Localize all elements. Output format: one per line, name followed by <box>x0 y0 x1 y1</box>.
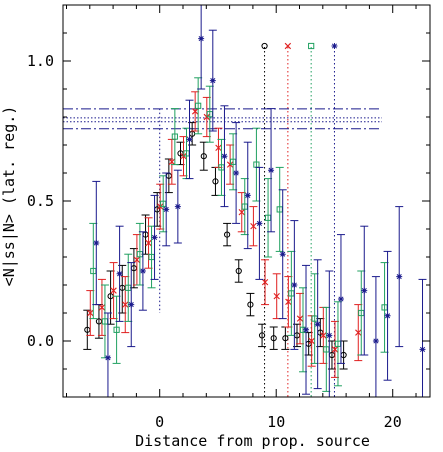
data-point-asterisk <box>361 287 368 294</box>
data-point-cross <box>191 108 199 115</box>
y-tick-label: 0.0 <box>27 332 54 350</box>
data-point-cross <box>238 209 245 216</box>
data-point-cross <box>122 301 129 308</box>
data-point-square <box>171 133 178 140</box>
y-axis-label: <N|ss|N> (lat. reg.) <box>0 106 18 287</box>
axis-ticks <box>63 4 430 398</box>
data-point-asterisk <box>198 35 205 42</box>
data-point-asterisk <box>326 332 333 339</box>
x-tick-label: 0 <box>155 413 164 431</box>
x-tick-label: 10 <box>267 413 285 431</box>
data-point-asterisk <box>256 220 263 227</box>
plot-area <box>63 5 427 397</box>
data-point-cross <box>296 315 304 322</box>
y-tick-label: 0.5 <box>27 192 54 210</box>
y-tick-label: 1.0 <box>27 52 54 70</box>
data-point-asterisk <box>314 321 321 328</box>
data-point-cross <box>331 346 339 353</box>
data-point-asterisk <box>372 338 379 344</box>
data-point-asterisk <box>303 326 310 333</box>
data-point-circle <box>282 335 289 342</box>
data-point-asterisk <box>186 136 193 143</box>
data-point-circle <box>258 332 266 339</box>
data-point-asterisk <box>279 251 286 258</box>
data-point-cross <box>308 337 315 345</box>
data-point-asterisk <box>104 354 111 361</box>
data-point-asterisk <box>233 170 240 176</box>
data-point-square <box>308 42 315 50</box>
data-point-circle <box>261 42 268 50</box>
data-point-cross <box>261 279 269 286</box>
data-point-cross <box>168 158 176 165</box>
data-series-4 <box>92 5 427 397</box>
data-point-cross <box>98 304 106 311</box>
data-point-cross <box>285 298 292 305</box>
data-point-cross <box>215 144 222 151</box>
data-point-asterisk <box>116 270 123 277</box>
data-point-asterisk <box>93 240 100 246</box>
x-axis-label: Distance from prop. source <box>135 432 370 450</box>
data-point-asterisk <box>331 43 338 49</box>
data-point-asterisk <box>337 296 344 302</box>
data-point-circle <box>270 335 277 342</box>
data-point-cross <box>87 309 94 317</box>
data-point-cross <box>284 42 292 50</box>
data-point-asterisk <box>384 312 391 319</box>
data-point-cross <box>145 239 152 247</box>
data-point-asterisk <box>396 273 403 280</box>
data-point-asterisk <box>128 301 135 308</box>
data-point-circle <box>224 231 231 238</box>
data-point-asterisk <box>268 167 275 174</box>
data-point-square <box>113 326 120 333</box>
data-point-cross <box>110 287 117 294</box>
data-point-circle <box>200 153 207 160</box>
data-point-asterisk <box>419 346 426 353</box>
x-tick-label: 20 <box>384 413 402 431</box>
data-point-asterisk <box>291 282 298 288</box>
data-point-circle <box>235 267 242 275</box>
data-point-circle <box>247 301 254 308</box>
plot-frame <box>62 4 431 398</box>
data-point-asterisk <box>209 77 216 84</box>
data-point-asterisk <box>151 234 158 241</box>
data-point-cross <box>355 329 362 336</box>
data-point-cross <box>273 293 280 300</box>
data-point-asterisk <box>174 203 181 210</box>
data-point-circle <box>212 178 219 185</box>
data-point-asterisk <box>221 153 228 160</box>
data-point-cross <box>250 223 257 230</box>
data-point-asterisk <box>244 192 251 199</box>
data-point-asterisk <box>139 268 146 274</box>
data-point-cross <box>133 256 141 263</box>
data-point-square <box>195 102 202 109</box>
data-point-cross <box>320 332 327 339</box>
data-point-asterisk <box>163 206 170 213</box>
